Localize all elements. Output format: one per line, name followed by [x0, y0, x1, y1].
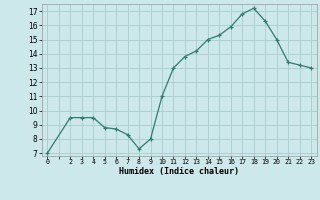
X-axis label: Humidex (Indice chaleur): Humidex (Indice chaleur) [119, 167, 239, 176]
